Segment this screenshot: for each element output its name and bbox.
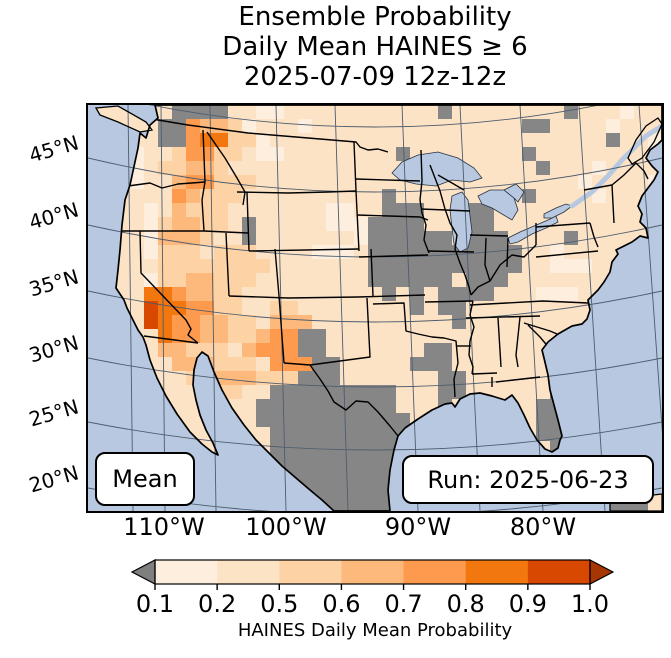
colorbar-tick-label: 1.0 (570, 590, 610, 618)
run-annotation-box: Run: 2025-06-23 (402, 455, 654, 504)
colorbar-axis-label: HAINES Daily Mean Probability (237, 620, 513, 641)
state-borders-layer (118, 116, 649, 437)
map-plot-area (87, 90, 669, 516)
colorbar-tick-label: 0.1 (135, 590, 175, 618)
lake (477, 189, 519, 221)
run-label: Run: 2025-06-23 (427, 465, 629, 494)
lake (503, 183, 525, 203)
colorbar-tick-label: 0.5 (260, 590, 299, 618)
lon-tick-label: 110°W (123, 513, 205, 541)
map-canvas (87, 90, 669, 516)
lon-tick-label: 80°W (509, 513, 577, 541)
island-outline (94, 105, 154, 133)
colorbar-over-arrow (589, 559, 615, 585)
lat-tick-label: 20°N (26, 460, 82, 498)
title-line-2: Daily Mean HAINES ≥ 6 (222, 32, 528, 62)
chart-title: Ensemble Probability Daily Mean HAINES ≥… (88, 2, 662, 92)
colorbar-canvas (130, 559, 615, 590)
lake (391, 151, 483, 187)
colorbar-tick-label: 0.8 (446, 590, 485, 618)
lat-tick-label: 40°N (26, 197, 82, 235)
lake (543, 203, 573, 219)
colorbar-tick-label: 0.7 (384, 590, 423, 618)
colorbar-under-arrow (130, 559, 156, 585)
st-lawrence-river (569, 123, 665, 209)
lat-tick-label: 30°N (26, 330, 82, 368)
lon-tick-label: 90°W (384, 513, 452, 541)
lake (507, 215, 559, 245)
mean-label: Mean (112, 465, 178, 493)
colorbar-tick-label: 0.9 (508, 590, 547, 618)
lon-tick-label: 100°W (245, 513, 327, 541)
colorbar-tick-label: 0.2 (198, 590, 237, 618)
lat-tick-label: 35°N (26, 264, 82, 302)
coastline (115, 104, 663, 512)
mean-annotation-box: Mean (95, 452, 195, 506)
lat-tick-label: 45°N (26, 130, 82, 168)
lat-tick-label: 25°N (26, 394, 82, 432)
title-line-1: Ensemble Probability (238, 2, 512, 32)
title-line-3: 2025-07-09 12z-12z (243, 62, 507, 92)
colorbar-tick-label: 0.6 (322, 590, 361, 618)
